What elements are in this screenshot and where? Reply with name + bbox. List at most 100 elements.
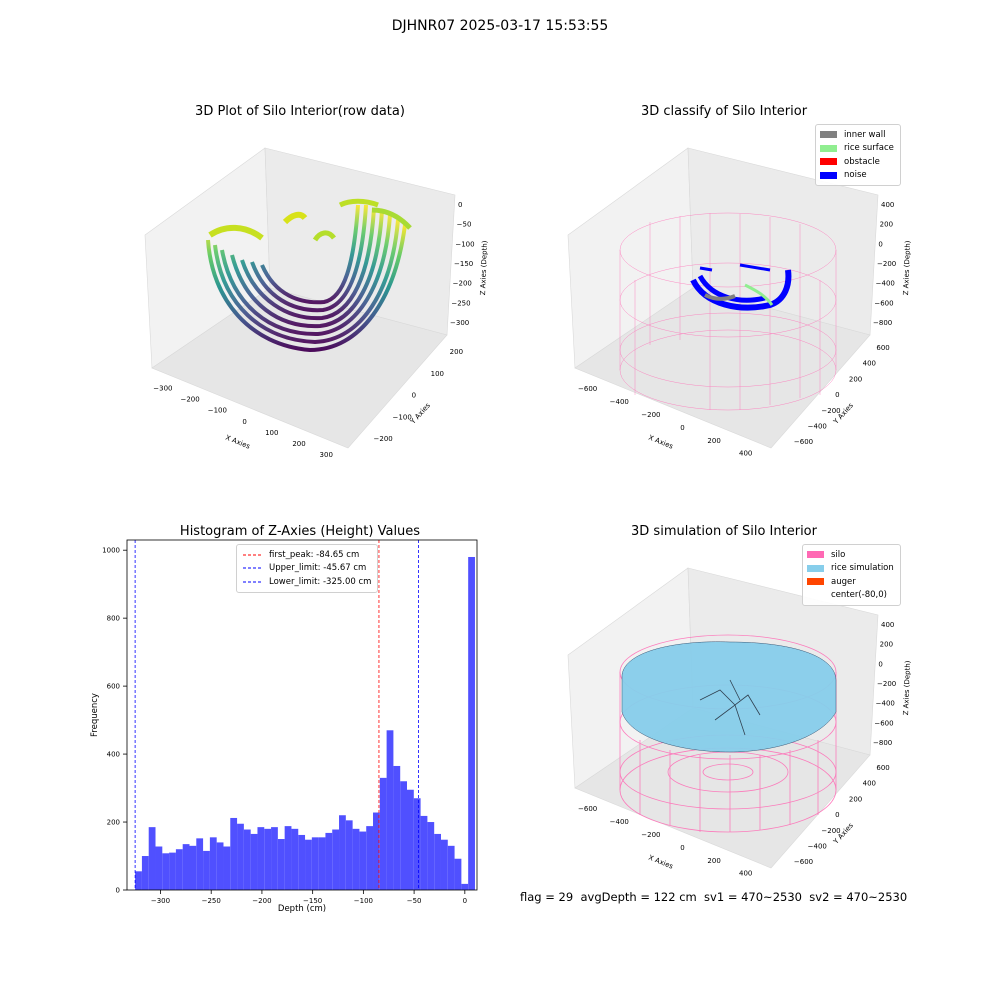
plot2-legend: inner wall rice surface obstacle noise [815, 124, 901, 186]
x-tick-label: 200 [707, 437, 720, 445]
histogram-bar [291, 828, 299, 890]
legend-swatch [807, 578, 824, 586]
histogram-bar [148, 827, 156, 890]
z-tick-label: 200 [880, 221, 893, 229]
histogram-bar [373, 812, 380, 890]
histogram-bar [230, 817, 238, 890]
legend-swatch [820, 171, 837, 179]
z-tick-label: −200 [877, 260, 896, 268]
y-tick-label: 100 [431, 370, 444, 378]
histogram-bar [366, 826, 374, 890]
y-tick-label: 600 [107, 683, 120, 691]
y-axis-label: Y Axies [831, 401, 855, 426]
histogram-bar [277, 839, 285, 890]
histogram-bar [298, 834, 306, 890]
x-tick-label: −400 [610, 818, 629, 826]
legend-label: center(-80,0) [831, 590, 887, 601]
histogram-bar [196, 838, 204, 890]
y-tick-label: −100 [393, 413, 412, 421]
y-tick-label: 200 [107, 819, 120, 827]
legend-label: obstacle [844, 156, 880, 167]
y-tick-label: −600 [794, 438, 813, 446]
plot2-title: 3D classify of Silo Interior [640, 104, 808, 119]
y-tick-label: 0 [835, 811, 839, 819]
x-axis-label: X Axies [224, 434, 251, 451]
y-tick-label: 200 [849, 795, 862, 803]
y-tick-label: −600 [794, 858, 813, 866]
legend-swatch [820, 144, 837, 152]
histogram-bar [359, 831, 367, 890]
plot2-silo-wireframe [619, 212, 837, 411]
histogram-bar [182, 844, 190, 890]
plot1-surface [206, 198, 412, 353]
histogram-bar [243, 829, 251, 890]
x-tick-label: −200 [641, 831, 660, 839]
y-tick-label: 1000 [102, 547, 120, 555]
legend-item-silo: silo [807, 548, 894, 562]
z-tick-label: −100 [455, 240, 474, 248]
x-tick-label: −200 [641, 411, 660, 419]
plot3-rice-simulation-surface [621, 641, 837, 753]
plot2-back-left-pane [567, 147, 694, 369]
legend-label: first_peak: -84.65 cm [269, 549, 360, 560]
histogram-bar [175, 849, 183, 890]
histogram-bar [339, 815, 346, 890]
legend-label: Lower_limit: -325.00 cm [269, 576, 372, 587]
legend-item-obstacle: obstacle [820, 155, 894, 169]
y-tick-label: −200 [374, 435, 393, 443]
z-tick-label: −800 [873, 739, 892, 747]
x-tick-label: −200 [252, 897, 271, 905]
plot1-title: 3D Plot of Silo Interior(row data) [195, 104, 405, 119]
histogram-bar [203, 850, 210, 890]
z-tick-label: −400 [876, 280, 895, 288]
histogram-bar [352, 828, 360, 890]
histogram-ylabel: Frequency [90, 693, 100, 737]
x-axis-label: X Axies [647, 434, 674, 451]
x-tick-label: −200 [180, 396, 199, 404]
y-tick-label: 200 [450, 348, 463, 356]
z-tick-label: 0 [878, 240, 882, 248]
x-tick-label: 0 [242, 418, 246, 426]
p3-tick-labels: −600−400−2000200400−600−400−200020040060… [578, 621, 912, 878]
z-tick-label: −800 [873, 319, 892, 327]
p1-tick-labels: −300 −200 −100 0 100 200 300 −200 −100 0 100 200 0 −5… [153, 201, 489, 459]
x-tick-label: −300 [151, 897, 170, 905]
histogram-bar [332, 829, 340, 890]
z-axis-label: Z Axies (Depth) [479, 240, 489, 295]
legend-item-auger: auger [807, 575, 894, 589]
x-tick-label: −400 [610, 398, 629, 406]
y-tick-label: 400 [107, 751, 120, 759]
histogram-bar [155, 846, 163, 890]
histogram-bar [345, 820, 353, 890]
histogram-bar [169, 852, 176, 890]
histogram-bar [407, 789, 414, 890]
y-tick-label: 400 [863, 360, 876, 368]
z-tick-label: −400 [876, 700, 895, 708]
histogram-bar [325, 832, 333, 890]
legend-swatch [807, 592, 824, 599]
histogram-reference-lines [134, 540, 419, 890]
x-tick-label: −100 [208, 407, 227, 415]
x-tick-label: 0 [680, 424, 684, 432]
legend-label: auger [831, 576, 856, 587]
plot2-floor-pane [574, 287, 871, 449]
histogram-bar [284, 826, 292, 890]
histogram-title: Histogram of Z-Axies (Height) Values [179, 524, 421, 539]
y-axis-label: Y Axies [408, 401, 432, 426]
z-tick-label: −600 [874, 299, 893, 307]
legend-swatch [820, 131, 837, 139]
x-tick-label: 200 [292, 440, 305, 448]
histogram-bar [162, 853, 170, 890]
y-tick-label: 0 [835, 391, 839, 399]
histogram-bar [311, 837, 319, 890]
x-tick-label: 400 [739, 870, 752, 878]
histogram-bar [223, 846, 231, 890]
z-tick-label: −200 [453, 280, 472, 288]
y-tick-label: 600 [876, 344, 889, 352]
histogram-bar [141, 856, 149, 890]
plot1-back-right-pane [264, 147, 456, 336]
z-tick-label: −150 [454, 260, 473, 268]
histogram-bar [189, 845, 197, 890]
plot2-classified-points [690, 263, 792, 311]
x-tick-label: 300 [320, 451, 333, 459]
